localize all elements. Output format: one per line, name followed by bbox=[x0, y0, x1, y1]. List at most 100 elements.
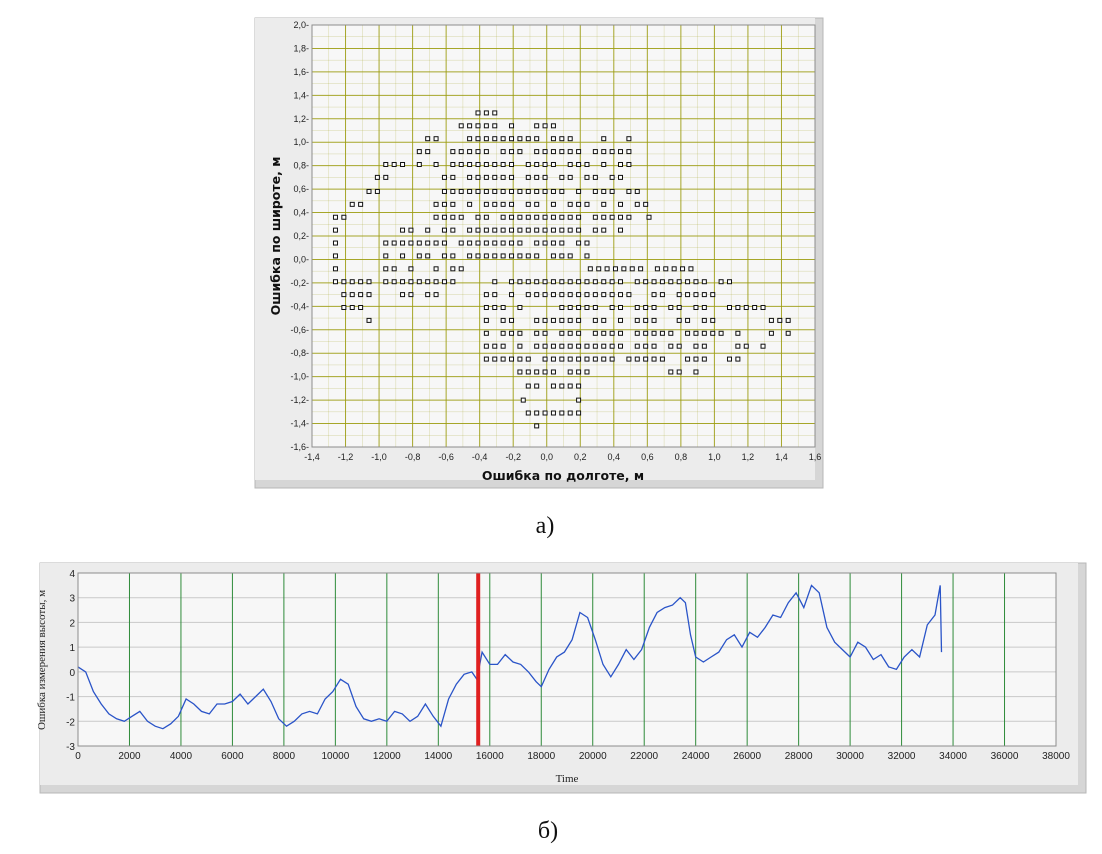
scatter-point bbox=[349, 292, 355, 298]
x-tick-label: 6000 bbox=[221, 751, 244, 762]
scatter-point bbox=[550, 227, 556, 233]
y-tick-label: 0,6- bbox=[293, 184, 309, 194]
scatter-point bbox=[592, 317, 598, 323]
scatter-point bbox=[559, 305, 565, 311]
scatter-point bbox=[534, 161, 540, 167]
scatter-point bbox=[676, 343, 682, 349]
x-tick-label: 0 bbox=[75, 751, 81, 762]
scatter-point bbox=[525, 292, 531, 298]
scatter-point bbox=[735, 356, 741, 362]
scatter-point bbox=[450, 266, 456, 272]
scatter-point bbox=[483, 188, 489, 194]
scatter-point bbox=[592, 305, 598, 311]
scatter-point bbox=[659, 279, 665, 285]
scatter-point bbox=[391, 240, 397, 246]
scatter-point bbox=[500, 161, 506, 167]
scatter-point bbox=[542, 227, 548, 233]
scatter-point bbox=[458, 188, 464, 194]
scatter-point bbox=[534, 136, 540, 142]
scatter-point bbox=[576, 305, 582, 311]
scatter-point bbox=[475, 136, 481, 142]
scatter-point bbox=[576, 188, 582, 194]
scatter-point bbox=[618, 201, 624, 207]
scatter-point bbox=[492, 123, 498, 129]
scatter-point bbox=[592, 292, 598, 298]
scatter-point bbox=[542, 343, 548, 349]
scatter-point bbox=[425, 227, 431, 233]
scatter-point bbox=[584, 174, 590, 180]
scatter-point bbox=[550, 214, 556, 220]
scatter-point bbox=[550, 410, 556, 416]
scatter-point bbox=[400, 227, 406, 233]
scatter-point bbox=[601, 161, 607, 167]
caption-b: б) bbox=[538, 818, 558, 844]
scatter-point bbox=[467, 240, 473, 246]
scatter-point bbox=[492, 305, 498, 311]
scatter-point bbox=[760, 305, 766, 311]
scatter-point bbox=[550, 292, 556, 298]
scatter-point bbox=[408, 279, 414, 285]
scatter-point bbox=[668, 369, 674, 375]
scatter-point bbox=[517, 369, 523, 375]
scatter-point bbox=[483, 343, 489, 349]
scatter-point bbox=[550, 317, 556, 323]
scatter-point bbox=[567, 317, 573, 323]
scatter-point bbox=[785, 330, 791, 336]
scatter-point bbox=[483, 161, 489, 167]
scatter-point bbox=[391, 161, 397, 167]
scatter-point bbox=[601, 227, 607, 233]
x-tick-label: 1,4 bbox=[775, 452, 788, 462]
scatter-point bbox=[383, 240, 389, 246]
scatter-point bbox=[626, 161, 632, 167]
scatter-point bbox=[626, 214, 632, 220]
scatter-point bbox=[500, 214, 506, 220]
scatter-point bbox=[349, 305, 355, 311]
scatter-point bbox=[676, 305, 682, 311]
scatter-point bbox=[400, 240, 406, 246]
y-tick-label: 4 bbox=[69, 569, 75, 580]
x-tick-label: 0,6 bbox=[641, 452, 654, 462]
scatter-point bbox=[483, 201, 489, 207]
x-tick-label: 38000 bbox=[1042, 751, 1070, 762]
scatter-point bbox=[626, 136, 632, 142]
scatter-point bbox=[517, 305, 523, 311]
scatter-point bbox=[550, 149, 556, 155]
scatter-point bbox=[366, 188, 372, 194]
scatter-point bbox=[366, 279, 372, 285]
scatter-point bbox=[467, 149, 473, 155]
scatter-point bbox=[550, 369, 556, 375]
scatter-point bbox=[668, 279, 674, 285]
scatter-point bbox=[500, 330, 506, 336]
scatter-point bbox=[441, 174, 447, 180]
scatter-point bbox=[483, 149, 489, 155]
scatter-point bbox=[441, 227, 447, 233]
scatter-point bbox=[701, 343, 707, 349]
scatter-point bbox=[332, 253, 338, 259]
scatter-point bbox=[534, 317, 540, 323]
scatter-point bbox=[609, 188, 615, 194]
scatter-point bbox=[391, 266, 397, 272]
scatter-point bbox=[500, 136, 506, 142]
scatter-point bbox=[425, 292, 431, 298]
scatter-point bbox=[634, 201, 640, 207]
scatter-point bbox=[601, 343, 607, 349]
scatter-point bbox=[584, 343, 590, 349]
scatter-point bbox=[517, 214, 523, 220]
x-tick-label: 36000 bbox=[991, 751, 1019, 762]
scatter-point bbox=[450, 227, 456, 233]
scatter-point bbox=[567, 356, 573, 362]
x-tick-label: 1,0 bbox=[708, 452, 721, 462]
scatter-point bbox=[550, 123, 556, 129]
scatter-point bbox=[559, 292, 565, 298]
scatter-point bbox=[592, 330, 598, 336]
scatter-point bbox=[550, 356, 556, 362]
scatter-point bbox=[416, 279, 422, 285]
scatter-point bbox=[400, 279, 406, 285]
scatter-point bbox=[576, 240, 582, 246]
scatter-point bbox=[483, 305, 489, 311]
scatter-point bbox=[626, 188, 632, 194]
scatter-point bbox=[671, 266, 677, 272]
x-tick-label: 28000 bbox=[785, 751, 813, 762]
scatter-point bbox=[726, 305, 732, 311]
scatter-point bbox=[601, 214, 607, 220]
